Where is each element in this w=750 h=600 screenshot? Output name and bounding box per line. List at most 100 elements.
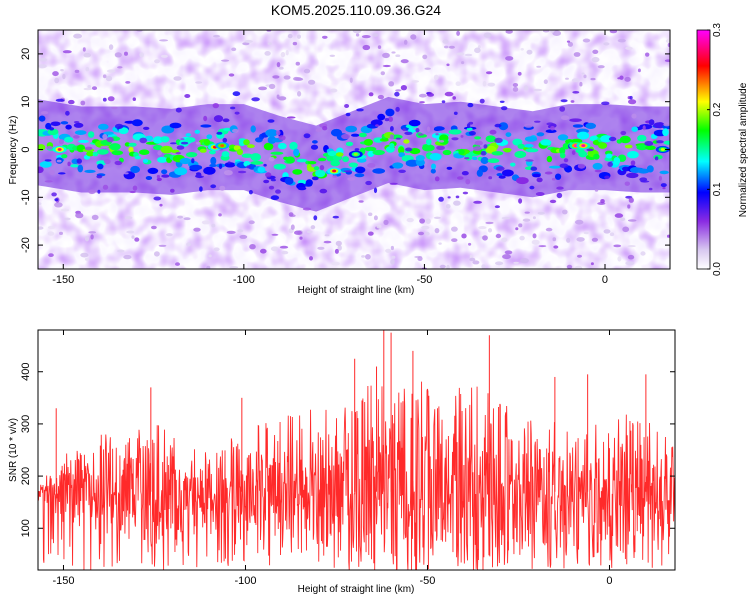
band-cell (422, 144, 435, 152)
speckle (373, 215, 378, 221)
speckle (411, 80, 419, 83)
speckle (389, 182, 398, 185)
band-cell (637, 168, 650, 174)
band-cell (525, 148, 539, 153)
speckle (368, 212, 373, 217)
speckle (552, 237, 557, 242)
speckle (627, 254, 635, 260)
speckle (242, 42, 250, 46)
speckle (421, 225, 430, 230)
speckle (571, 150, 576, 156)
speckle (415, 128, 420, 133)
speckle (195, 81, 203, 84)
speckle (452, 96, 457, 100)
speckle (271, 233, 279, 236)
band-cell (161, 174, 170, 178)
speckle (444, 91, 454, 97)
speckle (201, 173, 209, 177)
band-cell (491, 151, 504, 156)
band-cell (502, 169, 514, 177)
colorbar-tick-label: 0.3 (712, 23, 723, 37)
speckle (60, 69, 64, 72)
speckle (479, 98, 485, 104)
speckle (303, 68, 311, 74)
speckle (417, 256, 423, 262)
speckle (237, 229, 244, 233)
speckle (530, 166, 538, 171)
band-cell (572, 124, 584, 128)
speckle (591, 56, 600, 63)
band-cell (296, 158, 308, 163)
band-cell (448, 129, 462, 135)
speckle (169, 142, 177, 145)
speckle (139, 52, 144, 58)
band-cell (156, 177, 162, 182)
speckle (156, 174, 160, 179)
speckle (483, 144, 488, 149)
band-cell (458, 148, 465, 155)
band-cell (540, 139, 552, 146)
band-cell (613, 157, 621, 165)
speckle (405, 147, 413, 152)
speckle (260, 248, 267, 254)
band-cell (61, 154, 68, 159)
band-cell (250, 153, 261, 162)
speckle (319, 165, 325, 171)
speckle (87, 85, 91, 89)
band-cell (415, 155, 425, 161)
speckle (275, 189, 281, 194)
speckle (175, 152, 182, 155)
speckle (559, 163, 569, 169)
speckle (573, 52, 581, 57)
speckle (38, 64, 47, 69)
band-cell (398, 146, 405, 155)
speckle (67, 161, 71, 167)
speckle (665, 38, 670, 44)
band-cell (639, 124, 653, 130)
band-cell (174, 167, 188, 176)
band-cell (185, 152, 198, 158)
speckle (46, 145, 53, 150)
speckle (68, 99, 75, 105)
band-cell (342, 156, 349, 163)
speckle (132, 185, 138, 191)
speckle (566, 237, 571, 243)
speckle (664, 59, 670, 62)
speckle (377, 94, 384, 100)
speckle (398, 169, 406, 173)
band-cell (626, 172, 639, 179)
band-cell (65, 124, 72, 130)
speckle (617, 77, 621, 80)
speckle (132, 97, 136, 101)
speckle (395, 137, 401, 140)
band-cell (370, 119, 383, 126)
speckle (410, 34, 417, 40)
band-cell (144, 135, 154, 142)
speckle (501, 106, 508, 111)
speckle (660, 183, 667, 188)
speckle (535, 192, 545, 196)
speckle (603, 42, 610, 46)
speckle (280, 51, 286, 58)
band-cell (267, 136, 277, 144)
speckle (560, 99, 568, 103)
band-cell (160, 145, 173, 154)
speckle (433, 216, 441, 219)
speckle (524, 123, 533, 128)
speckle (54, 77, 60, 84)
band-cell (442, 149, 452, 156)
band-cell (265, 129, 278, 137)
speckle (559, 106, 566, 112)
speckle (80, 252, 89, 258)
speckle (365, 180, 372, 186)
speckle (523, 85, 529, 91)
band-cell (70, 164, 79, 168)
speckle (129, 190, 137, 194)
x-tick-label: -150 (52, 274, 74, 286)
y-tick-label: 20 (20, 48, 32, 60)
y-tick-label: 0 (20, 146, 32, 152)
speckle (575, 219, 584, 225)
band-cell (185, 133, 191, 137)
speckle (106, 136, 114, 143)
